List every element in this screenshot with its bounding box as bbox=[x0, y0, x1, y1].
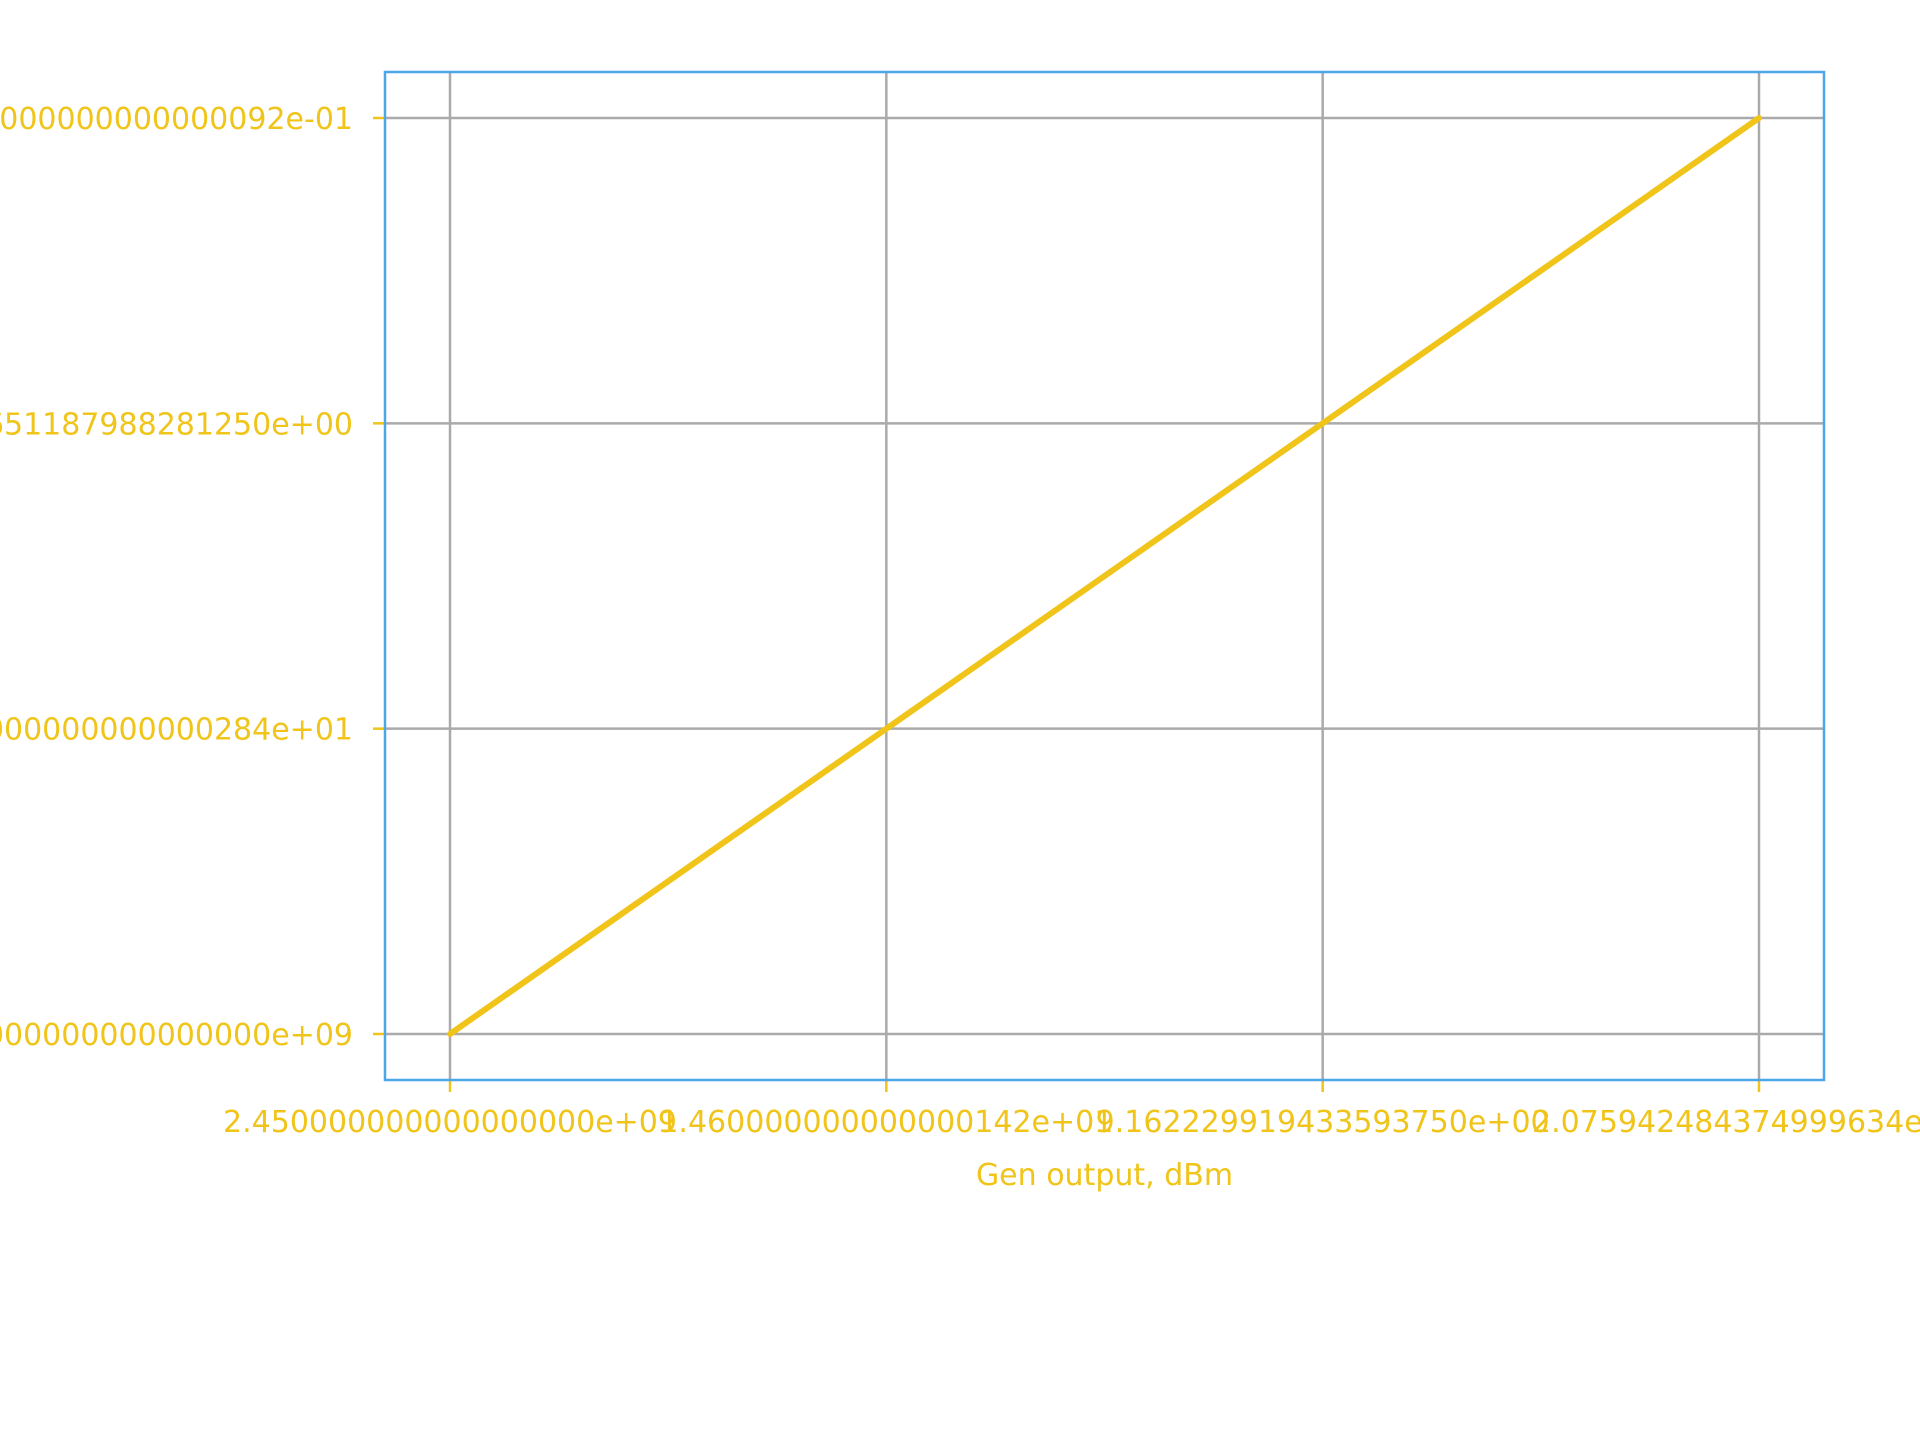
data-point bbox=[883, 726, 889, 732]
y-tick-label: 7.185651187988281250e+00 bbox=[0, 407, 353, 442]
x-tick-label: 2.075942484374999634e+00 bbox=[1532, 1105, 1920, 1140]
x-tick-label: 9.162229919433593750e+00 bbox=[1096, 1105, 1550, 1140]
x-tick-label: 2.450000000000000000e+09 bbox=[223, 1105, 677, 1140]
plot-frame bbox=[383, 70, 1826, 1082]
data-point bbox=[1320, 420, 1326, 426]
tick-labels: 2.450000000000000000e+091.46000000000000… bbox=[0, 102, 1920, 1140]
y-tick-label: 2.450000000000000000e+09 bbox=[0, 1018, 353, 1053]
data-point bbox=[1756, 115, 1762, 121]
data-point bbox=[447, 1031, 453, 1037]
series-line bbox=[447, 115, 1762, 1037]
grid-lines bbox=[385, 72, 1824, 1080]
y-tick-label: 4.970000000000000092e-01 bbox=[0, 102, 353, 137]
y-tick-label: 1.870000000000000284e+01 bbox=[0, 713, 353, 748]
x-tick-label: 1.460000000000000142e+01 bbox=[659, 1105, 1113, 1140]
x-axis-title: Gen output, dBm bbox=[976, 1158, 1233, 1193]
series-layer bbox=[447, 115, 1762, 1037]
axis-ticks bbox=[373, 116, 1761, 1092]
